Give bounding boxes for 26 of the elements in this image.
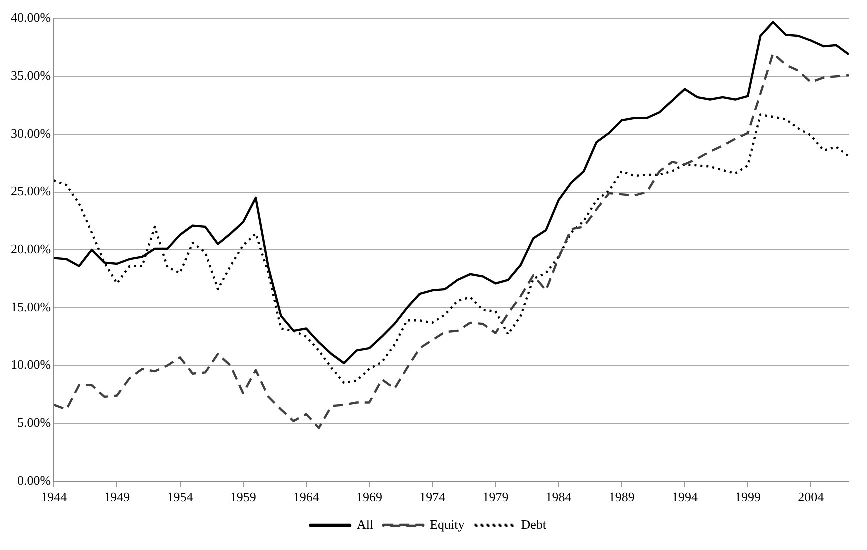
y-tick-label: 5.00% — [17, 414, 52, 430]
x-tick-label: 1969 — [356, 490, 383, 505]
y-tick-label: 20.00% — [10, 242, 52, 257]
x-tick-label: 1959 — [230, 490, 256, 505]
y-tick-label: 25.00% — [10, 184, 52, 199]
legend-label: All — [356, 516, 374, 532]
x-tick-label: 1984 — [546, 490, 572, 505]
y-tick-label: 15.00% — [10, 299, 52, 314]
y-tick-label: 10.00% — [10, 357, 52, 372]
y-tick-label: 30.00% — [10, 126, 52, 141]
x-tick-label: 1974 — [420, 490, 446, 505]
x-tick-label: 1979 — [482, 490, 509, 505]
x-tick-label: 1964 — [293, 490, 320, 505]
x-tick-label: 1994 — [672, 490, 698, 505]
x-tick-label: 1949 — [104, 490, 130, 505]
line-series — [54, 52, 849, 430]
y-tick-label: 35.00% — [10, 68, 52, 84]
y-tick-label: 40.00% — [10, 10, 52, 26]
x-tick-label: 1954 — [167, 490, 194, 505]
x-tick-label: 1944 — [41, 490, 68, 505]
legend-label: Equity — [430, 516, 466, 532]
x-tick-label: 1989 — [608, 490, 635, 505]
y-tick-label: 0.00% — [17, 472, 52, 488]
legend-label: Debt — [521, 516, 547, 532]
x-tick-label: 2004 — [798, 490, 825, 505]
x-tick-label: 1999 — [735, 490, 762, 505]
